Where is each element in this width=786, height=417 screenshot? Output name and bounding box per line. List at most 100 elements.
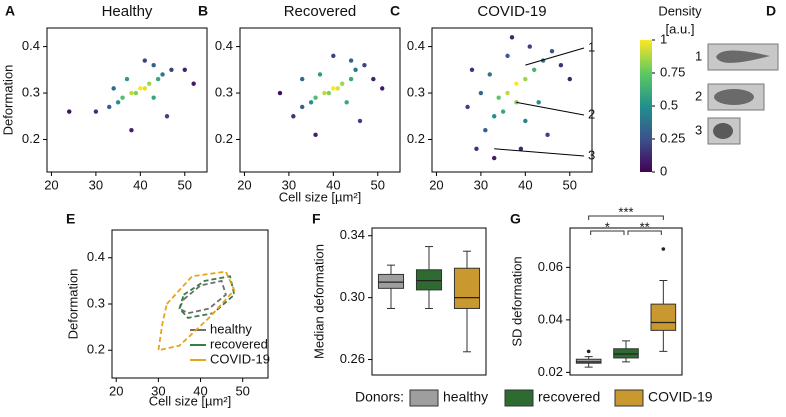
y-tick-label: 0.4 (87, 249, 105, 264)
legend-swatch (614, 389, 644, 407)
point (465, 104, 470, 110)
x-tick-label: 50 (563, 177, 577, 192)
y-tick-label: 0.3 (215, 84, 233, 99)
annotation-line (525, 47, 585, 66)
point (505, 90, 510, 96)
plot-frame (371, 227, 487, 376)
point (474, 146, 479, 151)
point (138, 86, 143, 91)
point (182, 67, 187, 73)
contour (178, 275, 236, 319)
legend-label: COVID-19 (648, 389, 713, 405)
point (549, 49, 555, 54)
x-tick-label: 40 (133, 177, 147, 192)
point (191, 81, 196, 86)
legend-label: recovered (538, 389, 600, 405)
y-axis-label: SD deformation (509, 256, 524, 346)
point (518, 146, 524, 151)
x-axis-label: Cell size [µm²] (279, 189, 362, 204)
y-axis-label: Deformation (65, 269, 80, 340)
y-tick-label: 0.06 (538, 259, 563, 274)
contour (178, 279, 227, 315)
x-tick-label: 20 (237, 177, 251, 192)
point (353, 67, 358, 73)
point (335, 86, 340, 91)
legend-label: healthy (210, 321, 252, 336)
significance-bracket (590, 230, 625, 235)
image-label: 2 (695, 88, 702, 103)
point (129, 127, 134, 133)
x-tick-label: 50 (371, 177, 385, 192)
point (317, 72, 323, 77)
point (536, 100, 541, 105)
legend-label: recovered (210, 336, 268, 351)
point (133, 90, 139, 96)
x-tick-label: 20 (429, 177, 443, 192)
point (487, 72, 492, 77)
x-tick-label: 30 (89, 177, 103, 192)
colorbar-title: Density (658, 3, 702, 18)
point (500, 109, 506, 114)
point (492, 155, 497, 161)
colorbar-tick-label: 1 (660, 31, 667, 46)
legend-swatch (504, 389, 534, 407)
point (558, 62, 564, 68)
point (308, 100, 314, 105)
point (523, 118, 528, 124)
point (326, 90, 332, 96)
y-tick-label: 0.3 (87, 295, 105, 310)
point (545, 132, 550, 138)
colorbar-title: [a.u.] (666, 21, 695, 36)
point (527, 44, 532, 49)
y-tick-label: 0.3 (22, 84, 40, 99)
annotation: 3 (588, 147, 595, 162)
point (348, 58, 354, 63)
x-tick-label: 30 (474, 177, 488, 192)
panel-title: Healthy (102, 3, 153, 20)
point (142, 86, 147, 91)
box (650, 303, 677, 331)
significance-label: *** (618, 204, 633, 219)
legend-title: Donors: (355, 389, 404, 405)
annotation-line (516, 101, 585, 116)
plot-frame (46, 27, 208, 173)
x-tick-label: 40 (326, 177, 340, 192)
point (169, 67, 174, 73)
plot-frame (239, 27, 401, 173)
y-tick-label: 0.3 (407, 84, 425, 99)
box (453, 267, 481, 309)
plot-frame (569, 227, 683, 376)
point (496, 95, 501, 100)
y-tick-label: 0.4 (407, 38, 425, 53)
point (164, 114, 170, 119)
point (142, 58, 147, 63)
point (469, 67, 475, 73)
x-tick-label: 20 (109, 383, 123, 398)
point (277, 90, 283, 96)
image-label: 3 (695, 122, 702, 137)
legend-label: COVID-19 (210, 351, 270, 366)
y-tick-label: 0.2 (407, 131, 425, 146)
x-tick-label: 20 (44, 177, 58, 192)
point (380, 86, 385, 91)
panel-title: COVID-19 (477, 3, 546, 20)
panel-label: F (312, 211, 321, 227)
flier (661, 247, 666, 251)
point (147, 81, 152, 86)
panel-label: C (390, 3, 400, 19)
point (514, 81, 519, 86)
annotation: 1 (588, 39, 595, 54)
x-tick-label: 40 (518, 177, 532, 192)
point (300, 76, 305, 82)
box (377, 273, 405, 289)
panel-label: D (766, 3, 776, 19)
point (93, 109, 99, 114)
y-tick-label: 0.02 (538, 364, 563, 379)
y-axis-label: Median deformation (311, 244, 326, 359)
x-axis-label: Cell size [µm²] (149, 393, 232, 408)
point (483, 127, 488, 133)
y-tick-label: 0.34 (340, 227, 365, 242)
point (478, 90, 484, 96)
point (120, 95, 125, 100)
point (67, 109, 72, 114)
